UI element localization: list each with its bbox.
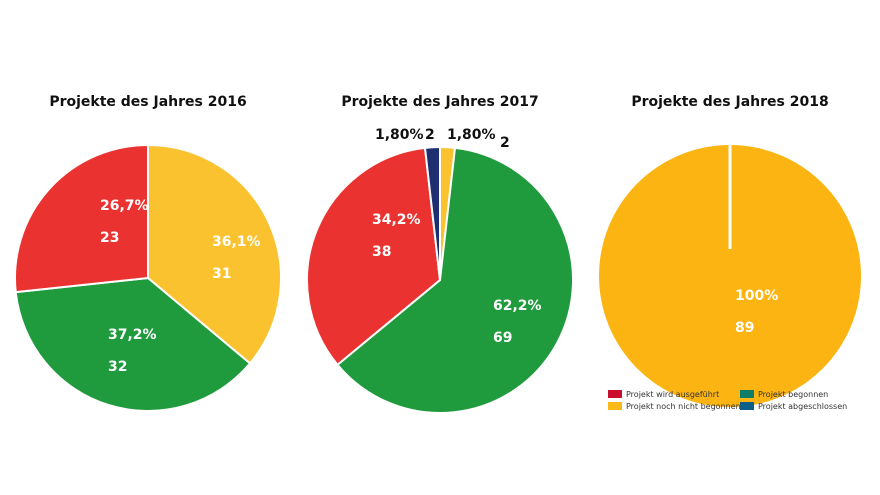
legend-swatch [740, 402, 754, 410]
legend-label: Projekt noch nicht begonnen [626, 402, 741, 411]
slice-count-label: 38 [372, 244, 391, 260]
pie-slice [336, 146, 574, 414]
slice-percent-label: 26,7% [100, 198, 149, 214]
slice-percent-label: 62,2% [493, 298, 542, 314]
legend-swatch [608, 402, 622, 410]
slice-count-label: 32 [108, 359, 127, 375]
slice-percent-label: 37,2% [108, 327, 157, 343]
pie-slice [14, 143, 149, 294]
slice-percent-label: 34,2% [372, 212, 421, 228]
slice-percent-label: 36,1% [212, 234, 261, 250]
pie-slice [147, 143, 282, 365]
legend-label: Projekt wird ausgeführt [626, 390, 719, 399]
pie-1: Projekte des Jahres 2017 62,2% 69 34,2% 38 1,… [306, 94, 574, 414]
pie-slice [306, 146, 442, 367]
slice-percent-label: 1,80% [447, 127, 496, 143]
chart-title: Projekte des Jahres 2018 [631, 94, 828, 110]
legend-swatch [608, 390, 622, 398]
slice-count-label: 23 [100, 230, 119, 246]
pie-slice [14, 276, 252, 412]
chart-title: Projekte des Jahres 2017 [341, 94, 538, 110]
slice-count-label: 2 [500, 135, 510, 151]
pie-0: Projekte des Jahres 2016 36,1% 31 37,2% 32 26… [14, 94, 282, 412]
chart-title: Projekte des Jahres 2016 [49, 94, 246, 110]
pie-slice [599, 145, 861, 407]
legend-label: Projekt begonnen [758, 390, 828, 399]
slice-percent-label: 100% [735, 288, 778, 304]
slice-count-label: 2 [425, 127, 435, 143]
legend-label: Projekt abgeschlossen [758, 402, 847, 411]
slice-count-label: 89 [735, 320, 754, 336]
legend: Projekt wird ausgeführt Projekt begonnen P… [608, 390, 847, 411]
slice-count-label: 69 [493, 330, 512, 346]
slice-count-label: 31 [212, 266, 231, 282]
legend-swatch [740, 390, 754, 398]
slice-percent-label: 1,80% [375, 127, 424, 143]
pie-slice [423, 145, 441, 281]
pie-2: Projekte des Jahres 2018 100% 89 [599, 94, 861, 407]
